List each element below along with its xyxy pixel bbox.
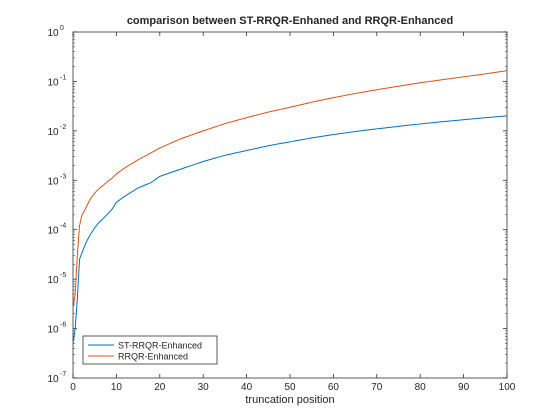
legend: ST-RRQR-Enhanced RRQR-Enhanced [82,335,218,365]
y-tick-label: 10 [47,77,59,88]
y-tick-exponent: -3 [60,173,66,180]
y-tick-label: 10 [47,226,59,237]
legend-label-rrqr: RRQR-Enhanced [118,352,188,362]
y-tick-exponent: -7 [60,371,66,378]
x-tick-label: 0 [70,382,76,393]
legend-label-st-rrqr: ST-RRQR-Enhanced [118,341,202,351]
x-tick-label: 90 [458,382,470,393]
x-tick-label: 10 [111,382,123,393]
x-tick-label: 60 [328,382,340,393]
series-line-rrqr-enhanced [72,70,508,309]
y-tick-exponent: -5 [60,272,66,279]
x-tick-label: 70 [371,382,383,393]
x-tick-label: 100 [499,382,516,393]
plot-area [72,31,508,379]
y-tick-label: 10 [47,176,59,187]
y-tick-exponent: -4 [60,223,66,230]
x-tick-label: 40 [241,382,253,393]
y-tick-label: 10 [47,275,59,286]
x-tick-label: 80 [415,382,427,393]
y-tick-label: 10 [47,325,59,336]
x-axis: 0 10 20 30 40 50 60 70 80 90 100 [70,32,516,393]
y-tick-exponent: -2 [60,124,66,131]
x-tick-label: 50 [284,382,296,393]
legend-box [82,335,218,365]
y-tick-label: 10 [47,374,59,385]
x-tick-label: 30 [198,382,210,393]
chart-title: comparison between ST-RRQR-Enhaned and R… [127,15,453,27]
y-tick-exponent: 0 [60,25,64,32]
y-tick-exponent: -6 [60,322,66,329]
x-tick-label: 20 [154,382,166,393]
series-line-st-rrqr-enhanced [72,115,508,344]
y-tick-exponent: -1 [60,74,66,81]
y-tick-label: 10 [47,28,59,39]
y-tick-label: 10 [47,127,59,138]
x-axis-label: truncation position [245,394,334,406]
series-lines [72,70,508,344]
